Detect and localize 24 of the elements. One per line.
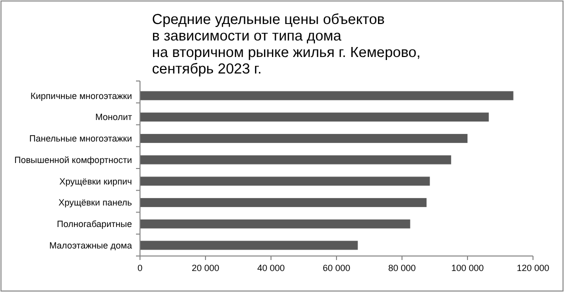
x-tick-label: 0 [137,263,143,273]
bar [140,240,358,250]
x-tick-label: 20 000 [192,263,220,273]
chart-title: Средние удельные цены объектов в зависимости от типа дома на вторичном рынке жилья г. Кемерово, сентябрь 2023 г. [152,12,420,78]
bar [140,219,410,228]
bar [140,134,468,143]
y-tick-label: Хрущёвки кирпич [59,176,132,186]
bar [140,112,489,122]
y-tick-label: Хрущёвки панель [58,198,132,208]
x-tick-label: 40 000 [257,263,285,273]
y-tick-label: Повышенной комфортности [14,154,132,165]
x-tick-label: 120 000 [516,263,550,273]
y-tick-label: Панельные многоэтажки [29,134,132,144]
bar [140,91,514,100]
bar [140,198,427,208]
bar [140,176,430,186]
y-tick-label: Монолит [95,112,132,122]
y-tick-label: Полногабаритные [56,219,132,230]
x-tick-label: 60 000 [322,263,350,273]
x-tick-label: 100 000 [451,263,484,273]
x-tick-label: 80 000 [388,263,416,273]
bar [140,155,452,164]
y-tick-label: Малоэтажные дома [49,240,132,250]
y-tick-label: Кирпичные многоэтажки [30,90,132,101]
